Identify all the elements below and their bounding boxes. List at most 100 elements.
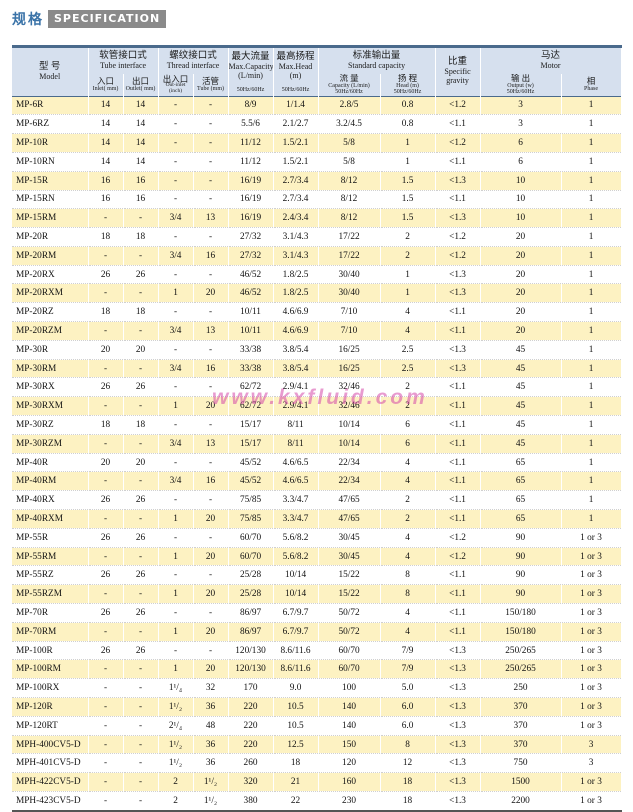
col-thread-tube: 活管 Tube (mm) bbox=[193, 74, 229, 97]
cell-motor-output: 90 bbox=[480, 528, 562, 548]
cell-tube-inlet: 16 bbox=[88, 190, 124, 209]
cell-tube-inlet: - bbox=[88, 509, 124, 529]
tube-inlet-cn: 入口 bbox=[96, 76, 114, 87]
cell-max-head: 2.7/3.4 bbox=[273, 190, 319, 209]
col-output: 输 出 Output (w) 50Hz/60Hz bbox=[480, 74, 562, 97]
cell-std-flow: 47/65 bbox=[318, 490, 381, 510]
cell-model: MP-40RX bbox=[12, 490, 89, 510]
cell-std-head: 7/9 bbox=[380, 641, 436, 660]
cell-std-flow: 150 bbox=[318, 735, 381, 754]
cell-thread-tube: 1¹/₂ bbox=[193, 772, 229, 792]
col-phase: 相 Phase bbox=[561, 74, 622, 97]
cell-specific-gravity: <1.3 bbox=[435, 340, 481, 360]
cell-thread-out-inlet: - bbox=[158, 377, 194, 397]
cell-thread-out-inlet: 1 bbox=[158, 584, 194, 604]
table-row: MP-40RX 26 26- -75/85 3.3/4.7 47/65 2 <1.1 65 1 bbox=[12, 490, 622, 510]
cell-tube-inlet: 20 bbox=[88, 453, 124, 472]
cell-specific-gravity: <1.1 bbox=[435, 471, 481, 491]
cell-tube-outlet: - bbox=[123, 716, 159, 736]
cell-motor-phase: 1 or 3 bbox=[561, 547, 622, 566]
cell-model: MP-30RM bbox=[12, 359, 89, 378]
cell-max-head: 10/14 bbox=[273, 565, 319, 585]
cell-thread-tube: 20 bbox=[193, 659, 229, 679]
cell-tube-outlet: - bbox=[123, 584, 159, 604]
cell-max-capacity: 62/72 bbox=[228, 377, 274, 397]
out-cn: 输 出 bbox=[510, 74, 531, 83]
cell-tube-outlet: - bbox=[123, 396, 159, 416]
cell-tube-outlet: - bbox=[123, 735, 159, 754]
cell-specific-gravity: <1.1 bbox=[435, 622, 481, 642]
cell-motor-phase: 1 or 3 bbox=[561, 772, 622, 792]
cell-model: MPH-423CV5-D bbox=[12, 791, 89, 811]
cell-thread-tube: 1¹/₂ bbox=[193, 791, 229, 811]
thread-en: Thread interface bbox=[166, 60, 220, 70]
cell-max-head: 6.7/9.7 bbox=[273, 603, 319, 623]
cell-max-capacity: 220 bbox=[228, 735, 274, 754]
cell-specific-gravity: <1.1 bbox=[435, 603, 481, 623]
cell-specific-gravity: <1.1 bbox=[435, 584, 481, 604]
col-model: 型 号 Model bbox=[12, 46, 89, 97]
cell-max-head: 21 bbox=[273, 772, 319, 792]
cell-max-head: 4.6/6.5 bbox=[273, 471, 319, 491]
cell-max-capacity: 45/52 bbox=[228, 453, 274, 472]
table-row: MP-120RT - -2¹/₄ 48 220 10.5 140 6.0 <1.3 370 1 or… bbox=[12, 716, 622, 736]
cell-std-head: 4 bbox=[380, 528, 436, 548]
cell-std-head: 0.8 bbox=[380, 96, 436, 115]
cell-specific-gravity: <1.1 bbox=[435, 453, 481, 472]
cell-tube-outlet: 18 bbox=[123, 415, 159, 435]
cell-model: MP-40R bbox=[12, 453, 89, 472]
cell-thread-out-inlet: 2¹/₄ bbox=[158, 716, 194, 736]
cell-motor-output: 45 bbox=[480, 415, 562, 435]
cell-tube-inlet: 26 bbox=[88, 603, 124, 623]
col-tube-inlet: 入口 Inlet( mm) bbox=[88, 74, 124, 97]
col-lift: 扬 程 Head (m) 50Hz/60Hz bbox=[380, 74, 436, 97]
cell-std-head: 1.5 bbox=[380, 171, 436, 190]
cell-tube-inlet: - bbox=[88, 753, 124, 773]
phase-en: Phase bbox=[584, 86, 599, 93]
cell-thread-tube: - bbox=[193, 415, 229, 435]
std-en: Standard capacity bbox=[347, 60, 406, 70]
cell-model: MPH-401CV5-D bbox=[12, 753, 89, 773]
cell-thread-tube: - bbox=[193, 171, 229, 190]
col-flow: 流 量 Capacity (L/min) 50Hz/60Hz bbox=[318, 74, 381, 97]
table-row: MP-55RZM - -1 20 25/28 10/14 15/22 8 <1.1 90 1 or … bbox=[12, 584, 622, 604]
cell-std-flow: 100 bbox=[318, 678, 381, 698]
cell-tube-outlet: 18 bbox=[123, 302, 159, 322]
cell-tube-inlet: 26 bbox=[88, 377, 124, 397]
cell-max-head: 1/1.4 bbox=[273, 96, 319, 115]
cell-max-capacity: 320 bbox=[228, 772, 274, 792]
cell-max-head: 6.7/9.7 bbox=[273, 622, 319, 642]
cell-thread-out-inlet: - bbox=[158, 96, 194, 115]
cell-thread-tube: 20 bbox=[193, 509, 229, 529]
cell-thread-out-inlet: - bbox=[158, 415, 194, 435]
cell-tube-inlet: 26 bbox=[88, 265, 124, 284]
cell-motor-phase: 1 bbox=[561, 377, 622, 397]
cell-std-head: 2 bbox=[380, 509, 436, 529]
table-row: MP-30RX 26 26- -62/72 2.9/4.1 32/46 2 <1.1 45 1 bbox=[12, 377, 622, 397]
cell-std-flow: 30/45 bbox=[318, 528, 381, 548]
cell-tube-inlet: 14 bbox=[88, 133, 124, 153]
cell-tube-inlet: - bbox=[88, 321, 124, 341]
cell-std-head: 1.5 bbox=[380, 190, 436, 209]
cell-motor-output: 65 bbox=[480, 509, 562, 529]
cell-model: MP-70RM bbox=[12, 622, 89, 642]
cell-std-flow: 30/40 bbox=[318, 265, 381, 284]
maxhead-cn: 最高扬程 bbox=[276, 52, 315, 63]
cell-tube-outlet: - bbox=[123, 283, 159, 303]
cell-max-head: 4.6/6.9 bbox=[273, 321, 319, 341]
cell-tube-inlet: 14 bbox=[88, 152, 124, 172]
cell-model: MP-15RM bbox=[12, 208, 89, 228]
cell-thread-tube: 48 bbox=[193, 716, 229, 736]
cell-tube-outlet: 20 bbox=[123, 453, 159, 472]
cell-max-capacity: 120/130 bbox=[228, 641, 274, 660]
cell-max-head: 10.5 bbox=[273, 716, 319, 736]
cell-specific-gravity: <1.3 bbox=[435, 753, 481, 773]
table-row: MPH-422CV5-D - -2 1¹/₂ 320 21 160 18 <1.3 1500 1 o… bbox=[12, 772, 622, 792]
cell-specific-gravity: <1.2 bbox=[435, 227, 481, 247]
cell-std-head: 4 bbox=[380, 471, 436, 491]
cell-thread-tube: 13 bbox=[193, 434, 229, 454]
cell-max-capacity: 46/52 bbox=[228, 283, 274, 303]
cell-thread-tube: - bbox=[193, 96, 229, 115]
table-row: MP-30RZM - -3/4 13 15/17 8/11 10/14 6 <1.1 45 1 bbox=[12, 434, 622, 454]
cell-thread-out-inlet: - bbox=[158, 453, 194, 472]
